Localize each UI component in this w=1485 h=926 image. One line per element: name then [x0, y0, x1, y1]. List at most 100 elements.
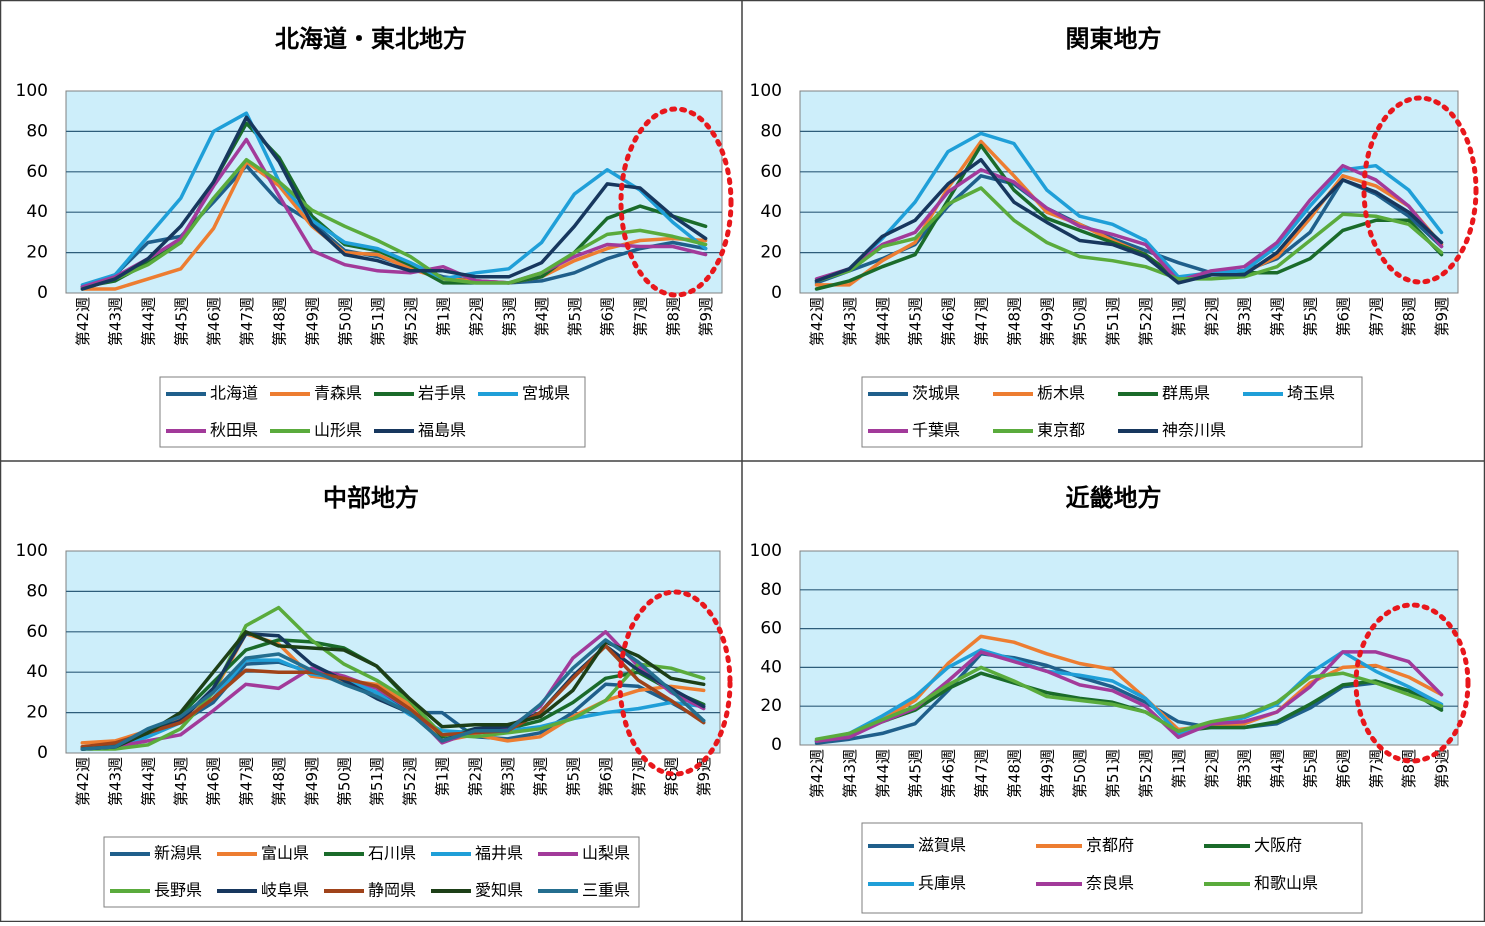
- plot-area: [799, 90, 1459, 294]
- x-tick-label: 第5週: [1301, 297, 1319, 337]
- series-line-京都府: [814, 634, 1444, 743]
- x-tick-label: 第44週: [139, 757, 157, 806]
- series-line-福島県: [80, 115, 708, 291]
- x-tick-label: 第1週: [434, 757, 452, 797]
- x-tick-label: 第44週: [874, 297, 892, 346]
- series-line-秋田県: [80, 137, 708, 289]
- x-tick-label: 第2週: [468, 297, 486, 337]
- x-tick-label: 第7週: [1367, 297, 1385, 337]
- x-tick-label: 第7週: [630, 757, 648, 797]
- series-line-三重県: [80, 638, 706, 751]
- x-tick-label: 第3週: [1236, 749, 1254, 789]
- x-tick-label: 第45週: [172, 297, 190, 346]
- series-line-千葉県: [814, 163, 1444, 283]
- y-tick-label: 40: [760, 202, 782, 222]
- chart-panel-1: 北海道・東北地方 0 20 40 60 80 100 第42週 第43週 第44週 第45週 第46週…: [16, 25, 734, 448]
- x-tick-label: 第5週: [564, 757, 582, 797]
- x-tick-label: 第46週: [205, 757, 223, 806]
- series-line-茨城県: [814, 174, 1444, 285]
- chart-panel-2: 関東地方 0 20 40 60 80 100 第42週 第43週 第44週 第45週 第46週 第47週…: [750, 25, 1479, 448]
- legend-label: 青森県: [314, 384, 362, 403]
- legend-label: 東京都: [1037, 421, 1085, 440]
- x-tick-label: 第48週: [270, 757, 288, 806]
- x-tick-label: 第42週: [808, 297, 826, 346]
- y-tick-label: 20: [26, 703, 48, 723]
- x-tick-label: 第46週: [205, 297, 223, 346]
- legend-label: 奈良県: [1086, 874, 1134, 893]
- x-tick-label: 第47週: [238, 297, 256, 346]
- x-tick-label: 第8週: [1400, 297, 1418, 337]
- x-tick-label: 第42週: [74, 757, 92, 806]
- x-tick-label: 第52週: [1137, 749, 1155, 798]
- chart-title: 北海道・東北地方: [275, 25, 467, 53]
- y-tick-label: 100: [750, 81, 782, 101]
- y-tick-label: 0: [37, 283, 48, 303]
- x-tick-label: 第47週: [972, 297, 990, 346]
- legend-label: 長野県: [154, 881, 202, 900]
- x-tick-label: 第50週: [335, 757, 353, 806]
- x-tick-label: 第3週: [1236, 297, 1254, 337]
- y-tick-label: 60: [760, 162, 782, 182]
- legend-label: 山形県: [314, 421, 362, 440]
- legend-label: 群馬県: [1162, 384, 1210, 403]
- chart-panel-3: 中部地方 0 20 40 60 80 100 第42週 第43週 第44週 第45週 第46週 第47週…: [16, 484, 733, 908]
- highlight-ellipse: [1353, 602, 1471, 764]
- series-line-青森県: [80, 159, 708, 291]
- y-tick-label: 60: [26, 162, 48, 182]
- x-tick-label: 第43週: [107, 297, 125, 346]
- x-tick-label: 第1週: [1170, 749, 1188, 789]
- x-tick-label: 第6週: [597, 757, 615, 797]
- chart-title: 近畿地方: [1066, 484, 1162, 512]
- legend-label: 石川県: [368, 844, 416, 863]
- x-tick-label: 第4週: [1269, 749, 1287, 789]
- x-tick-label: 第48週: [1005, 749, 1023, 798]
- legend-label: 三重県: [582, 881, 630, 900]
- y-tick-label: 0: [37, 743, 48, 763]
- x-tick-label: 第4週: [532, 757, 550, 797]
- x-tick-label: 第51週: [1104, 749, 1122, 798]
- x-tick-label: 第43週: [107, 757, 125, 806]
- y-tick-label: 80: [26, 581, 48, 601]
- legend-box: [159, 376, 586, 448]
- x-tick-label: 第42週: [74, 297, 92, 346]
- x-tick-label: 第48週: [271, 297, 289, 346]
- legend-label: 茨城県: [912, 384, 960, 403]
- legend-label: 岩手県: [418, 384, 466, 403]
- series-line-滋賀県: [814, 652, 1444, 745]
- legend-label: 大阪府: [1254, 836, 1302, 855]
- x-tick-label: 第4週: [533, 297, 551, 337]
- legend-label: 岐阜県: [261, 881, 309, 900]
- highlight-ellipse: [1361, 95, 1479, 285]
- y-tick-label: 20: [760, 243, 782, 263]
- series-line-神奈川県: [814, 157, 1444, 285]
- legend-label: 山梨県: [582, 844, 630, 863]
- legend-label: 福島県: [418, 421, 466, 440]
- x-tick-label: 第2週: [1203, 297, 1221, 337]
- x-tick-label: 第42週: [808, 749, 826, 798]
- x-tick-label: 第49週: [1038, 297, 1056, 346]
- legend-label: 埼玉県: [1287, 384, 1335, 403]
- x-tick-label: 第6週: [1334, 297, 1352, 337]
- legend-box: [861, 822, 1363, 914]
- chart-title: 中部地方: [323, 484, 419, 512]
- legend-label: 栃木県: [1037, 384, 1085, 403]
- x-tick-label: 第49週: [303, 757, 321, 806]
- x-tick-label: 第45週: [907, 297, 925, 346]
- x-tick-label: 第46週: [940, 749, 958, 798]
- y-tick-label: 0: [771, 735, 782, 755]
- x-tick-label: 第47週: [237, 757, 255, 806]
- x-tick-label: 第7週: [1367, 749, 1385, 789]
- legend-label: 京都府: [1086, 836, 1134, 855]
- x-tick-label: 第52週: [1137, 297, 1155, 346]
- legend-label: 静岡県: [368, 881, 416, 900]
- y-tick-label: 80: [26, 121, 48, 141]
- y-tick-label: 0: [771, 283, 782, 303]
- x-tick-label: 第48週: [1005, 297, 1023, 346]
- legend-label: 新潟県: [154, 844, 202, 863]
- y-tick-label: 100: [16, 81, 48, 101]
- series-line-埼玉県: [814, 131, 1444, 283]
- highlight-ellipse: [618, 106, 734, 298]
- legend-label: 和歌山県: [1254, 874, 1318, 893]
